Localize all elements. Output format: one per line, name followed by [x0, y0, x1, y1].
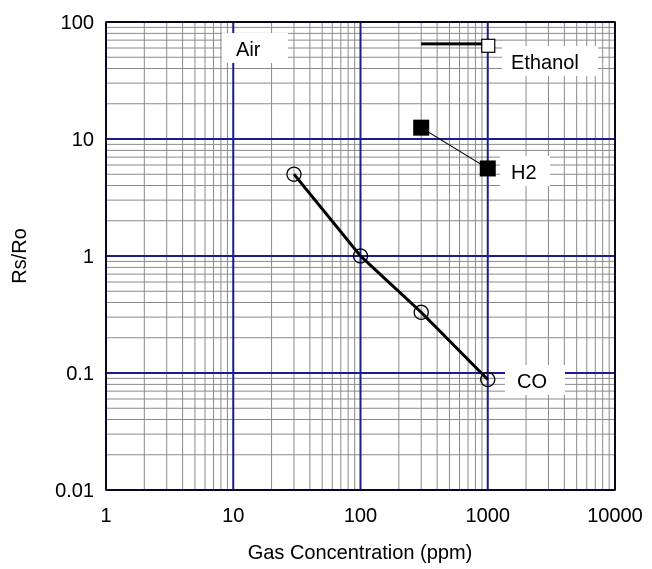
- data-point: [481, 38, 496, 53]
- x-tick-label: 100: [344, 505, 377, 527]
- y-tick-labels: 0.01 0.1 1 10 100: [55, 12, 94, 502]
- y-tick-label: 0.1: [66, 363, 94, 385]
- y-axis-title: Rs/Ro: [9, 228, 31, 284]
- x-tick-label: 1000: [466, 505, 511, 527]
- x-tick-label: 10: [222, 505, 244, 527]
- data-point: [286, 166, 302, 182]
- series-layer: [286, 38, 496, 388]
- data-point: [413, 119, 430, 136]
- series-line: [420, 127, 489, 169]
- data-point: [413, 304, 429, 320]
- data-point: [480, 371, 496, 388]
- x-tick-label: 10000: [587, 505, 643, 527]
- data-point: [479, 160, 496, 177]
- x-tick-label: 1: [100, 505, 111, 527]
- x-tick-labels: 1 10 100 1000 10000: [100, 505, 642, 527]
- data-point: [352, 248, 369, 264]
- series-label-bg: [502, 46, 598, 76]
- series-label-bg: [500, 156, 550, 186]
- plot-frame: [105, 21, 616, 491]
- series-annotations: Air Ethanol H2 CO: [222, 33, 598, 395]
- series-label: Ethanol: [511, 52, 579, 74]
- series-label: Air: [236, 39, 261, 61]
- series-label-bg: [222, 33, 288, 63]
- x-axis-title: Gas Concentration (ppm): [248, 542, 473, 564]
- y-tick-label: 0.01: [55, 480, 94, 502]
- series-line: [292, 173, 489, 381]
- y-tick-label: 100: [61, 12, 94, 34]
- series-label-bg: [505, 365, 565, 395]
- series-label: CO: [517, 371, 547, 393]
- y-tick-label: 1: [83, 246, 94, 268]
- series-label: H2: [511, 162, 537, 184]
- y-tick-label: 10: [72, 129, 94, 151]
